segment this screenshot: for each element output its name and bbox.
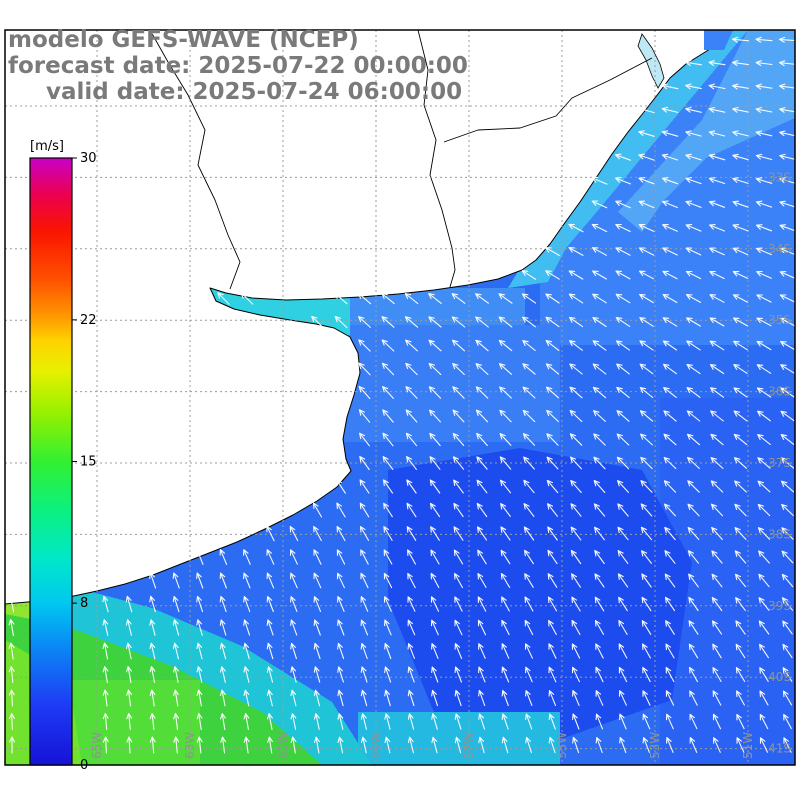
coordinate-labels-layer: 33S 34S 35S 36S 37S 38S 39S 40S 41S 65W 63W 61W 59W 5… — [90, 170, 791, 759]
colorbar-tick-label: 22 — [80, 313, 97, 328]
wind-direction-arrows — [8, 36, 795, 754]
field-region-deep-blue-core — [388, 448, 692, 740]
map-frame-border — [4, 29, 796, 766]
graticule-layer — [5, 30, 795, 765]
latitude-label: 36S — [768, 385, 791, 399]
river-border-line-0 — [417, 30, 456, 288]
lagoon-water-cell — [704, 30, 733, 50]
latitude-label: 39S — [768, 599, 791, 613]
valid-date-line: valid date: 2025-07-24 06:00:00 — [46, 79, 462, 105]
longitude-label: 51W — [741, 732, 755, 759]
field-region-right-medium — [660, 398, 795, 765]
longitude-label: 61W — [276, 732, 290, 759]
colorbar-unit-label: [m/s] — [30, 139, 64, 154]
field-region-bottom-cyan-mid — [358, 712, 560, 765]
longitude-label: 59W — [369, 732, 383, 759]
colorbar-gradient-bar — [29, 157, 73, 766]
latitude-label: 41S — [768, 742, 791, 756]
colorbar: [m/s] 0 8 15 22 30 — [29, 139, 97, 773]
wind-arrows-layer — [8, 36, 795, 754]
longitude-label: 55W — [555, 732, 569, 759]
longitude-label: 65W — [90, 732, 104, 759]
colorbar-tick-label: 15 — [80, 455, 97, 470]
latitude-label: 38S — [768, 527, 791, 541]
latitude-label: 33S — [768, 170, 791, 184]
colorbar-ticks: 0 8 15 22 30 — [72, 151, 97, 773]
longitude-label: 53W — [648, 732, 662, 759]
field-region-right-edge-band — [618, 30, 795, 232]
latitude-label: 40S — [768, 670, 791, 684]
river-border-line-2 — [443, 57, 653, 143]
river-border-line-1 — [149, 30, 241, 290]
title-block: modelo GEFS-WAVE (NCEP) forecast date: 2… — [8, 27, 468, 105]
land-layer — [5, 30, 734, 605]
latitude-label: 35S — [768, 313, 791, 327]
latitude-label: 34S — [768, 242, 791, 256]
colorbar-tick-label: 0 — [80, 758, 88, 773]
coastal-lagoon — [637, 33, 665, 89]
land-polygon-coastline — [5, 30, 734, 605]
longitude-label: 63W — [183, 732, 197, 759]
colorbar-tick-label: 8 — [80, 596, 88, 611]
latitude-label: 37S — [768, 456, 791, 470]
model-title: modelo GEFS-WAVE (NCEP) — [8, 27, 359, 53]
longitude-label: 57W — [462, 732, 476, 759]
forecast-date-line: forecast date: 2025-07-22 00:00:00 — [8, 53, 468, 79]
rivers-borders-layer — [149, 30, 653, 290]
colorbar-tick-label: 30 — [80, 151, 97, 166]
